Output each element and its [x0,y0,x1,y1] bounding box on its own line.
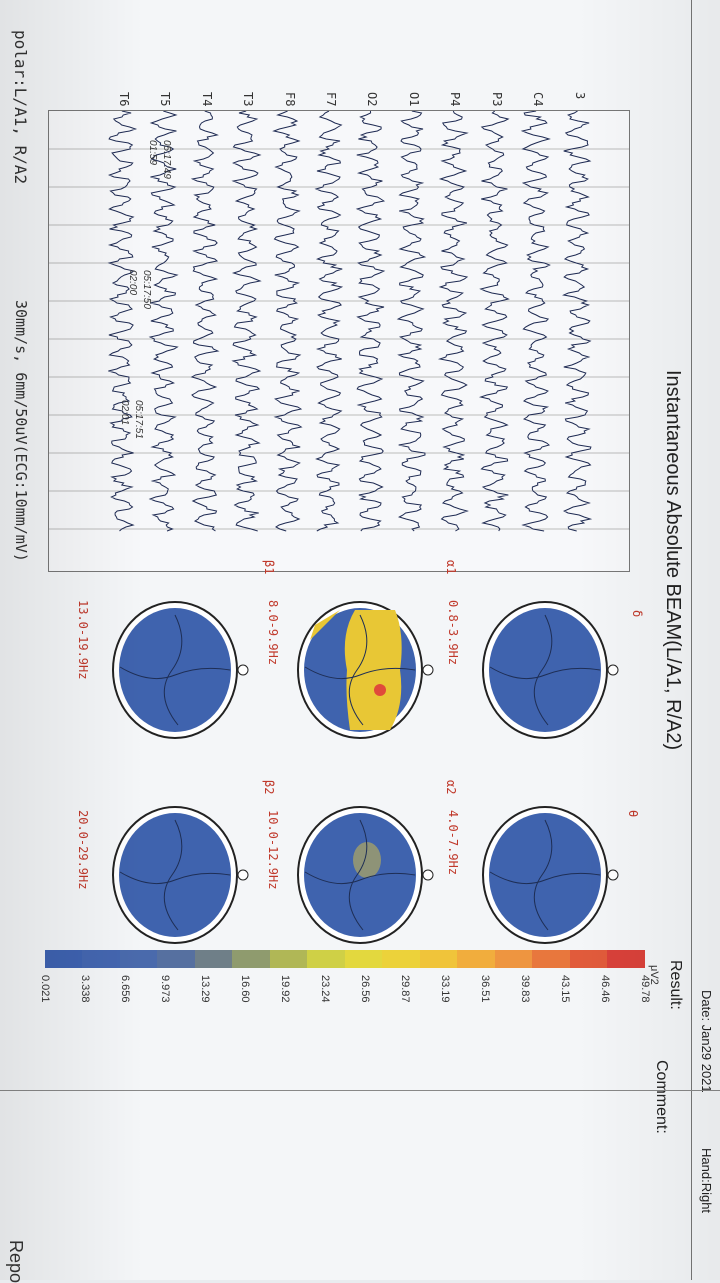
scale-value: 6.656 [119,975,131,1003]
scale-value: 0.021 [39,975,51,1003]
eeg-trace-panel [48,110,630,572]
time-bottom-3: 02:01 [119,400,130,426]
channel-label: T4 [199,92,214,107]
header-divider [691,0,692,1280]
eeg-channel-trace [231,111,262,532]
time-bottom-1: 01:59 [147,140,158,166]
eeg-channel-trace [437,111,469,532]
scale-value: 46.46 [599,975,611,1003]
band-delta-range: 0.8-3.9Hz [446,600,460,666]
channel-label: T6 [116,92,131,107]
channel-label: F8 [282,92,297,107]
scale-segment [120,950,158,968]
channel-label: C4 [531,92,546,107]
eeg-channel-trace [148,111,179,532]
band-alpha2-range: 10.0-12.9Hz [266,810,280,890]
scale-value: 33.19 [439,975,451,1003]
right-info-column [0,1090,720,1281]
eeg-channel-trace [478,111,510,532]
scale-segment [82,950,120,968]
channel-label: T5 [158,92,173,107]
band-beta2-range: 20.0-29.9Hz [76,810,90,890]
band-theta-letter: θ [626,810,640,818]
scale-value: 19.92 [279,975,291,1003]
band-alpha1-letter: α1 [444,560,458,575]
eeg-channel-trace [355,111,386,532]
scale-segment [232,950,270,968]
band-delta-letter: δ [630,610,644,618]
scale-segment [457,950,495,968]
time-top-2: 05:17:50 [141,270,152,309]
date-label: Date: Jan29 2021 [699,990,714,1093]
channel-label: F7 [324,92,338,107]
scale-segment [45,950,83,968]
band-alpha2-letter: α2 [444,780,458,795]
channel-label: O1 [406,92,421,107]
topomap-delta [470,595,620,745]
time-top-3: 05:17:51 [133,400,144,439]
scale-segment [495,950,533,968]
polarity-label: polar:L/A1, R/A2 [11,30,30,185]
scale-segment [532,950,570,968]
eeg-channel-trace [562,111,593,532]
eeg-channel-trace [396,111,427,532]
scale-value: 39.83 [519,975,531,1003]
topomap-beta1 [100,595,250,745]
page-title: Instantaneous Absolute BEAM(L/A1, R/A2) [662,370,684,751]
band-beta1-range: 13.0-19.9Hz [76,600,90,680]
eeg-channel-trace [107,111,138,532]
band-alpha1-range: 8.0-9.9Hz [266,600,280,666]
scale-value: 3.338 [79,975,91,1003]
scale-value: 13.29 [199,975,211,1003]
speed-label: 30mm/s, 6mm/50uV(ECG:10mm/mV) [12,300,30,562]
scale-segment [570,950,608,968]
scale-value: 49.78 [639,975,651,1003]
scale-segment [420,950,458,968]
channel-label: 3 [572,92,587,100]
scale-value: 9.973 [159,975,171,1003]
scale-value: 43.15 [559,975,571,1003]
scale-value: 29.87 [399,975,411,1003]
scale-segment [382,950,420,968]
topomap-alpha2 [285,800,435,950]
time-bottom-2: 02:00 [127,270,138,296]
time-top-1: 05:17:49 [161,140,172,179]
channel-label: P3 [489,92,504,107]
eeg-channel-trace [272,111,303,532]
channel-label: O2 [365,92,380,107]
channel-label: P4 [448,92,463,107]
scale-value: 23.24 [319,975,331,1003]
eeg-channel-trace [520,111,551,532]
band-theta-range: 4.0-7.9Hz [446,810,460,876]
scale-segment [607,950,645,968]
topomap-theta [470,800,620,950]
result-label: Result: [667,960,684,1010]
scale-segment [157,950,195,968]
scale-segment [195,950,233,968]
channel-label: T3 [241,92,256,107]
scale-segment [270,950,308,968]
band-beta1-letter: β1 [262,560,276,575]
topomap-beta2 [100,800,250,950]
topomap-alpha1 [285,595,435,745]
band-beta2-letter: β2 [262,780,276,795]
eeg-channel-trace [314,111,344,532]
scale-segment [307,950,345,968]
scale-value: 16.60 [239,975,251,1003]
report-label: Repo [6,1240,26,1283]
scale-value: 26.56 [359,975,371,1003]
scale-segment [345,950,383,968]
eeg-channel-trace [190,111,220,532]
eeg-waveforms [49,111,629,532]
scale-value: 36.51 [479,975,491,1003]
